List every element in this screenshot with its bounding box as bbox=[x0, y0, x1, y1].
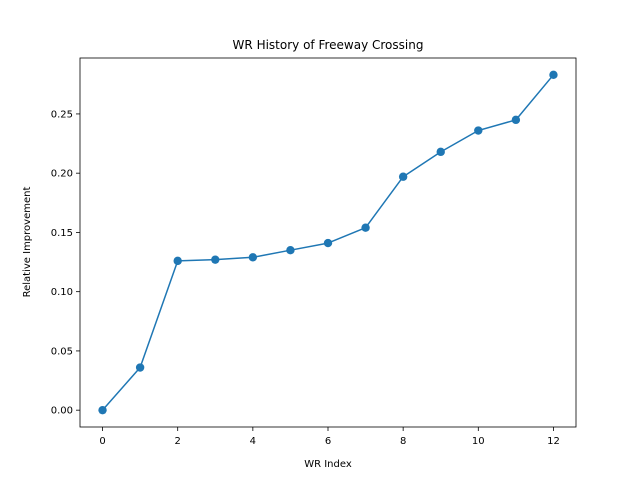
y-axis-label: Relative Improvement bbox=[22, 187, 33, 298]
x-tick-label: 4 bbox=[250, 436, 256, 447]
data-point bbox=[436, 147, 445, 157]
data-point bbox=[211, 255, 220, 264]
data-point bbox=[474, 126, 483, 135]
y-tick-label: 0.10 bbox=[51, 287, 73, 298]
data-point bbox=[135, 363, 145, 372]
x-tick-label: 6 bbox=[325, 436, 331, 447]
y-tick-label: 0.00 bbox=[51, 406, 73, 417]
data-point bbox=[286, 246, 295, 255]
y-tick-label: 0.15 bbox=[51, 228, 73, 239]
y-tick-label: 0.05 bbox=[51, 346, 73, 357]
plot-area bbox=[98, 70, 558, 415]
x-tick-label: 2 bbox=[175, 436, 181, 447]
x-axis-label: WR Index bbox=[304, 459, 352, 470]
y-tick-label: 0.25 bbox=[51, 109, 73, 120]
y-tick-label: 0.20 bbox=[51, 169, 73, 180]
x-tick-label: 12 bbox=[547, 436, 560, 447]
data-point bbox=[98, 405, 107, 415]
axes: 0 2 4 6 8 10 12 0.00 0.05 0.10 0.15 0.20 0.25 bbox=[51, 57, 577, 447]
data-point bbox=[549, 70, 558, 80]
x-tick-label: 0 bbox=[99, 436, 105, 447]
data-point bbox=[173, 256, 182, 266]
x-tick-label: 10 bbox=[472, 436, 485, 447]
chart-title: WR History of Freeway Crossing bbox=[233, 38, 424, 52]
data-point bbox=[398, 172, 408, 181]
data-point bbox=[361, 223, 370, 232]
data-point bbox=[511, 115, 521, 125]
x-tick-label: 8 bbox=[400, 436, 406, 447]
data-point bbox=[323, 238, 333, 248]
data-point bbox=[248, 253, 258, 262]
